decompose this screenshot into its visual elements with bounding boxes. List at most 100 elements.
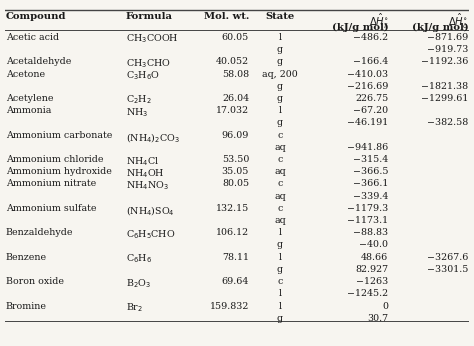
- Text: Acetone: Acetone: [6, 70, 45, 79]
- Text: 132.15: 132.15: [216, 204, 249, 213]
- Text: g: g: [277, 82, 283, 91]
- Text: Benzene: Benzene: [6, 253, 47, 262]
- Text: (kJ/g mol): (kJ/g mol): [411, 23, 468, 32]
- Text: 17.032: 17.032: [216, 106, 249, 115]
- Text: C$_2$H$_2$: C$_2$H$_2$: [126, 94, 151, 107]
- Text: Ammonium nitrate: Ammonium nitrate: [6, 180, 96, 189]
- Text: aq: aq: [274, 167, 286, 176]
- Text: l: l: [278, 33, 282, 42]
- Text: −1179.3: −1179.3: [347, 204, 388, 213]
- Text: Acetylene: Acetylene: [6, 94, 53, 103]
- Text: l: l: [278, 253, 282, 262]
- Text: −1299.61: −1299.61: [421, 94, 468, 103]
- Text: Ammonium sulfate: Ammonium sulfate: [6, 204, 96, 213]
- Text: Formula: Formula: [126, 12, 173, 21]
- Text: 48.66: 48.66: [361, 253, 388, 262]
- Text: l: l: [278, 228, 282, 237]
- Text: Boron oxide: Boron oxide: [6, 277, 64, 286]
- Text: g: g: [277, 240, 283, 249]
- Text: aq: aq: [274, 143, 286, 152]
- Text: Ammonium hydroxide: Ammonium hydroxide: [6, 167, 111, 176]
- Text: NH$_4$OH: NH$_4$OH: [126, 167, 164, 180]
- Text: 53.50: 53.50: [222, 155, 249, 164]
- Text: Ammonia: Ammonia: [6, 106, 51, 115]
- Text: −67.20: −67.20: [353, 106, 388, 115]
- Text: 226.75: 226.75: [355, 94, 388, 103]
- Text: −919.73: −919.73: [427, 45, 468, 54]
- Text: c: c: [277, 277, 283, 286]
- Text: Acetic acid: Acetic acid: [6, 33, 59, 42]
- Text: l: l: [278, 289, 282, 298]
- Text: −339.4: −339.4: [353, 192, 388, 201]
- Text: aq: aq: [274, 192, 286, 201]
- Text: −410.03: −410.03: [347, 70, 388, 79]
- Text: −486.2: −486.2: [353, 33, 388, 42]
- Text: −1192.36: −1192.36: [421, 57, 468, 66]
- Text: −366.1: −366.1: [353, 180, 388, 189]
- Text: −40.0: −40.0: [359, 240, 388, 249]
- Text: C$_6$H$_5$CHO: C$_6$H$_5$CHO: [126, 228, 175, 241]
- Text: g: g: [277, 118, 283, 127]
- Text: C$_3$H$_6$O: C$_3$H$_6$O: [126, 70, 159, 82]
- Text: −382.58: −382.58: [427, 118, 468, 127]
- Text: 82.927: 82.927: [356, 265, 388, 274]
- Text: −3301.5: −3301.5: [427, 265, 468, 274]
- Text: Ammonium chloride: Ammonium chloride: [6, 155, 103, 164]
- Text: l: l: [278, 301, 282, 310]
- Text: 60.05: 60.05: [222, 33, 249, 42]
- Text: 78.11: 78.11: [222, 253, 249, 262]
- Text: 35.05: 35.05: [222, 167, 249, 176]
- Text: c: c: [277, 180, 283, 189]
- Text: (NH$_4$)SO$_4$: (NH$_4$)SO$_4$: [126, 204, 174, 217]
- Text: −88.83: −88.83: [353, 228, 388, 237]
- Text: (kJ/g mol): (kJ/g mol): [332, 23, 388, 32]
- Text: aq, 200: aq, 200: [262, 70, 298, 79]
- Text: −1173.1: −1173.1: [347, 216, 388, 225]
- Text: c: c: [277, 130, 283, 140]
- Text: −1245.2: −1245.2: [347, 289, 388, 298]
- Text: 26.04: 26.04: [222, 94, 249, 103]
- Text: $\Delta \hat{H}^{\circ}_{f}$: $\Delta \hat{H}^{\circ}_{f}$: [369, 12, 388, 31]
- Text: −871.69: −871.69: [427, 33, 468, 42]
- Text: 80.05: 80.05: [222, 180, 249, 189]
- Text: $\Delta \hat{H}^{\circ}_{c}$: $\Delta \hat{H}^{\circ}_{c}$: [448, 12, 468, 31]
- Text: 40.052: 40.052: [216, 57, 249, 66]
- Text: Ammonium carbonate: Ammonium carbonate: [6, 130, 112, 140]
- Text: Br$_2$: Br$_2$: [126, 301, 143, 314]
- Text: −166.4: −166.4: [353, 57, 388, 66]
- Text: B$_2$O$_3$: B$_2$O$_3$: [126, 277, 151, 290]
- Text: 58.08: 58.08: [222, 70, 249, 79]
- Text: Benzaldehyde: Benzaldehyde: [6, 228, 73, 237]
- Text: −366.5: −366.5: [353, 167, 388, 176]
- Text: −46.191: −46.191: [347, 118, 388, 127]
- Text: Bromine: Bromine: [6, 301, 46, 310]
- Text: c: c: [277, 204, 283, 213]
- Text: Compound: Compound: [6, 12, 66, 21]
- Text: −216.69: −216.69: [347, 82, 388, 91]
- Text: c: c: [277, 155, 283, 164]
- Text: 159.832: 159.832: [210, 301, 249, 310]
- Text: State: State: [265, 12, 295, 21]
- Text: g: g: [277, 314, 283, 323]
- Text: g: g: [277, 265, 283, 274]
- Text: −1821.38: −1821.38: [421, 82, 468, 91]
- Text: 0: 0: [383, 301, 388, 310]
- Text: −3267.6: −3267.6: [427, 253, 468, 262]
- Text: NH$_4$NO$_3$: NH$_4$NO$_3$: [126, 180, 168, 192]
- Text: 30.7: 30.7: [367, 314, 388, 323]
- Text: CH$_3$CHO: CH$_3$CHO: [126, 57, 171, 70]
- Text: l: l: [278, 106, 282, 115]
- Text: CH$_3$COOH: CH$_3$COOH: [126, 33, 178, 45]
- Text: C$_6$H$_6$: C$_6$H$_6$: [126, 253, 152, 265]
- Text: g: g: [277, 45, 283, 54]
- Text: NH$_4$Cl: NH$_4$Cl: [126, 155, 159, 167]
- Text: −941.86: −941.86: [347, 143, 388, 152]
- Text: g: g: [277, 94, 283, 103]
- Text: 106.12: 106.12: [216, 228, 249, 237]
- Text: 69.64: 69.64: [222, 277, 249, 286]
- Text: Acetaldehyde: Acetaldehyde: [6, 57, 71, 66]
- Text: NH$_3$: NH$_3$: [126, 106, 148, 119]
- Text: g: g: [277, 57, 283, 66]
- Text: −315.4: −315.4: [353, 155, 388, 164]
- Text: Mol. wt.: Mol. wt.: [204, 12, 249, 21]
